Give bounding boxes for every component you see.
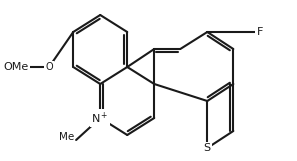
- Text: Me: Me: [59, 132, 74, 142]
- Text: F: F: [257, 27, 263, 37]
- Text: O: O: [45, 62, 53, 72]
- Text: S: S: [204, 143, 211, 153]
- Text: N$^+$: N$^+$: [91, 110, 109, 126]
- Text: OMe: OMe: [4, 62, 29, 72]
